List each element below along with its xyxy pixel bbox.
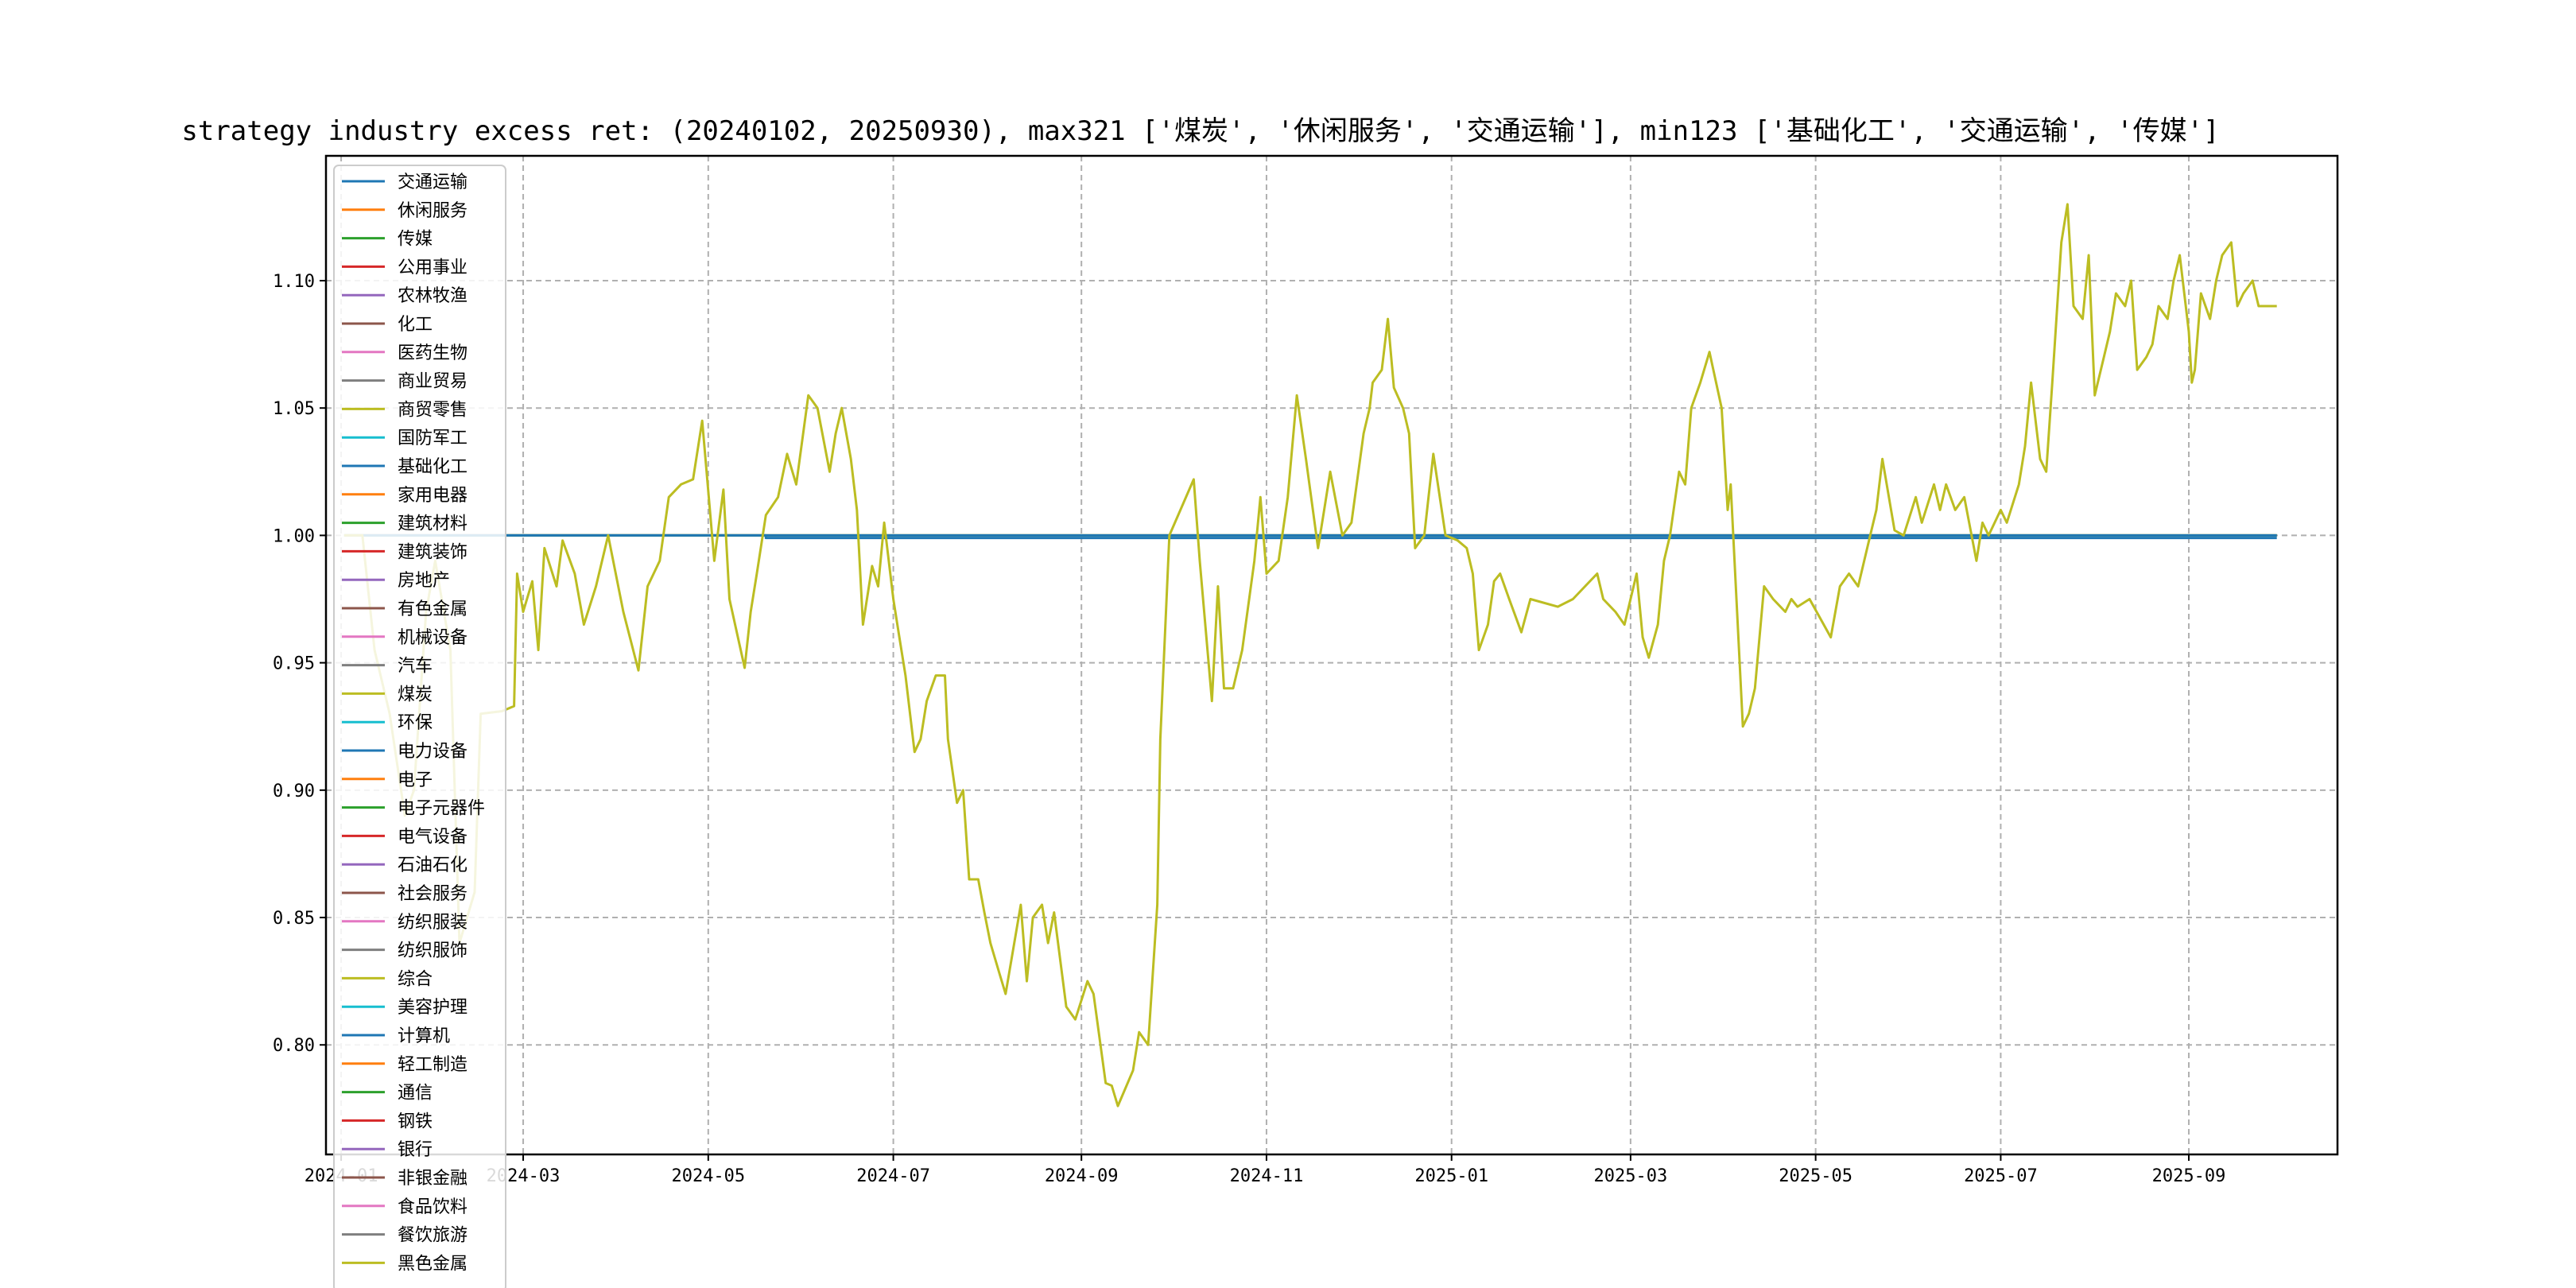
x-tick-label: 2025-07: [1964, 1166, 2038, 1186]
legend-label: 石油石化: [398, 855, 467, 875]
legend-label: 美容护理: [398, 998, 467, 1018]
y-tick-label: 1.05: [273, 399, 315, 419]
series-lines: [343, 203, 2277, 1108]
y-tick-label: 1.00: [273, 526, 315, 546]
grid: [326, 156, 2337, 1154]
legend-label: 餐饮旅游: [398, 1226, 467, 1246]
x-tick-label: 2025-09: [2152, 1166, 2226, 1186]
legend-label: 建筑装饰: [398, 542, 467, 562]
y-tick-label: 0.95: [273, 654, 315, 674]
x-tick-label: 2024-11: [1230, 1166, 1304, 1186]
legend-label: 食品饮料: [398, 1197, 467, 1217]
legend-label: 休闲服务: [398, 201, 467, 221]
legend-label: 化工: [398, 315, 433, 335]
x-tick-label: 2024-07: [856, 1166, 930, 1186]
y-tick-label: 0.85: [273, 909, 315, 929]
legend-label: 纺织服装: [398, 913, 467, 933]
legend-label: 计算机: [398, 1026, 450, 1046]
legend-label: 公用事业: [398, 258, 467, 277]
y-tick-label: 0.80: [273, 1036, 315, 1056]
legend-label: 综合: [398, 969, 433, 989]
legend-label: 非银金融: [398, 1169, 467, 1189]
legend-label: 房地产: [398, 571, 450, 591]
x-tick-label: 2025-05: [1779, 1166, 1852, 1186]
legend-label: 环保: [398, 713, 433, 733]
x-tick-label: 2024-09: [1045, 1166, 1119, 1186]
legend-label: 农林牧渔: [398, 286, 467, 306]
legend-label: 建筑材料: [398, 514, 467, 534]
legend-label: 医药生物: [398, 343, 467, 363]
y-tick-label: 1.10: [273, 272, 315, 292]
legend-label: 煤炭: [398, 685, 433, 704]
legend-label: 传媒: [398, 230, 433, 250]
legend-label: 汽车: [398, 657, 433, 677]
legend-label: 黑色金属: [398, 1254, 467, 1274]
x-tick-label: 2025-03: [1594, 1166, 1668, 1186]
legend-label: 交通运输: [398, 173, 467, 192]
legend-label: 社会服务: [398, 884, 467, 904]
legend-label: 纺织服饰: [398, 941, 467, 961]
legend-label: 电子: [398, 770, 433, 790]
chart-title: strategy industry excess ret: (20240102,…: [181, 115, 2219, 147]
legend-label: 商业贸易: [398, 372, 467, 392]
legend-label: 国防军工: [398, 429, 467, 448]
plot-area-frame: [324, 154, 2339, 1156]
legend-label: 机械设备: [398, 628, 467, 648]
legend: 交通运输休闲服务传媒公用事业农林牧渔化工医药生物商业贸易商贸零售国防军工基础化工…: [333, 165, 506, 1288]
y-tick-label: 0.90: [273, 782, 315, 801]
legend-label: 钢铁: [398, 1111, 433, 1131]
legend-label: 电子元器件: [398, 799, 485, 819]
legend-label: 电气设备: [398, 827, 467, 847]
legend-label: 通信: [398, 1084, 433, 1104]
legend-label: 银行: [398, 1140, 433, 1160]
x-tick-label: 2025-01: [1414, 1166, 1488, 1186]
legend-label: 家用电器: [398, 486, 467, 506]
legend-label: 电力设备: [398, 742, 467, 762]
legend-label: 轻工制造: [398, 1055, 467, 1075]
x-tick-label: 2024-05: [671, 1166, 745, 1186]
legend-label: 商贸零售: [398, 400, 467, 420]
series-line: [343, 203, 2277, 1108]
legend-label: 有色金属: [398, 599, 467, 619]
legend-label: 基础化工: [398, 457, 467, 477]
